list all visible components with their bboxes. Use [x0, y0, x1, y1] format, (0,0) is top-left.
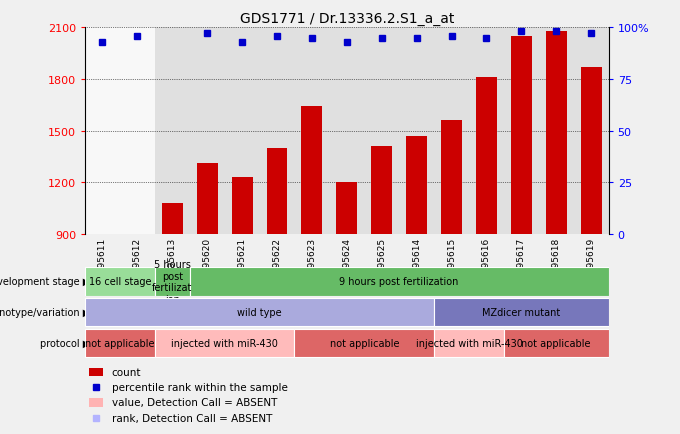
Bar [511, 37, 532, 234]
Bar [155, 329, 294, 358]
Text: 5 hours
post
fertilizat
ion: 5 hours post fertilizat ion [152, 260, 192, 304]
Bar [85, 329, 155, 358]
Bar [294, 28, 329, 234]
Text: MZdicer mutant: MZdicer mutant [482, 308, 560, 317]
Bar [546, 32, 566, 234]
Text: injected with miR-430: injected with miR-430 [415, 339, 522, 348]
Bar [294, 329, 434, 358]
Bar [162, 204, 183, 234]
Bar [574, 28, 609, 234]
Bar [469, 28, 504, 234]
Text: injected with miR-430: injected with miR-430 [171, 339, 278, 348]
Bar [434, 28, 469, 234]
Bar [504, 28, 539, 234]
Bar [504, 329, 609, 358]
Bar [434, 298, 609, 327]
Bar [371, 147, 392, 234]
Bar [197, 164, 218, 234]
Bar [434, 329, 504, 358]
Bar [120, 28, 155, 234]
Bar [337, 183, 357, 234]
Text: value, Detection Call = ABSENT: value, Detection Call = ABSENT [112, 398, 277, 408]
Bar [301, 107, 322, 234]
Bar [476, 78, 497, 234]
Text: 16 cell stage: 16 cell stage [88, 277, 151, 286]
Text: not applicable: not applicable [330, 339, 399, 348]
Bar [399, 28, 434, 234]
Bar [581, 68, 602, 234]
Text: protocol ▶: protocol ▶ [41, 339, 90, 348]
Bar [190, 28, 224, 234]
Bar [155, 28, 190, 234]
Bar [90, 398, 103, 407]
Bar [85, 298, 434, 327]
Bar [260, 28, 294, 234]
Bar [85, 28, 120, 234]
Bar [267, 148, 288, 234]
Bar [539, 28, 574, 234]
Bar [85, 267, 155, 296]
Bar [155, 267, 190, 296]
Bar [364, 28, 399, 234]
Text: not applicable: not applicable [522, 339, 591, 348]
Text: genotype/variation ▶: genotype/variation ▶ [0, 308, 90, 317]
Bar [329, 28, 364, 234]
Bar [90, 368, 103, 376]
Text: rank, Detection Call = ABSENT: rank, Detection Call = ABSENT [112, 413, 272, 423]
Text: percentile rank within the sample: percentile rank within the sample [112, 382, 288, 392]
Title: GDS1771 / Dr.13336.2.S1_a_at: GDS1771 / Dr.13336.2.S1_a_at [239, 12, 454, 26]
Text: count: count [112, 367, 141, 377]
Text: development stage ▶: development stage ▶ [0, 277, 90, 286]
Bar [406, 136, 427, 234]
Bar [190, 267, 609, 296]
Text: wild type: wild type [237, 308, 282, 317]
Text: not applicable: not applicable [85, 339, 154, 348]
Bar [224, 28, 260, 234]
Bar [232, 178, 252, 234]
Bar [441, 121, 462, 234]
Text: 9 hours post fertilization: 9 hours post fertilization [339, 277, 459, 286]
